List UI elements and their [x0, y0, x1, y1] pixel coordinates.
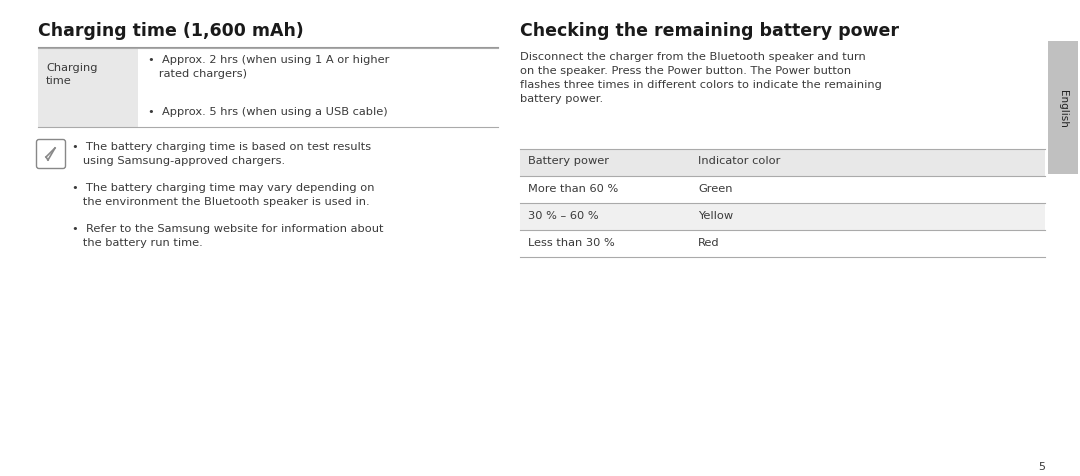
Bar — [519, 204, 1045, 230]
Text: Indicator color: Indicator color — [698, 156, 781, 166]
Text: Green: Green — [698, 184, 732, 194]
Text: More than 60 %: More than 60 % — [528, 184, 618, 194]
Text: 5: 5 — [1038, 461, 1045, 471]
Text: English: English — [1058, 89, 1068, 127]
Bar — [519, 230, 1045, 258]
Text: •  The battery charging time may vary depending on
   the environment the Blueto: • The battery charging time may vary dep… — [72, 183, 375, 206]
Text: •  Approx. 2 hrs (when using 1 A or higher
   rated chargers): • Approx. 2 hrs (when using 1 A or highe… — [148, 55, 390, 79]
Text: Checking the remaining battery power: Checking the remaining battery power — [519, 22, 899, 40]
FancyBboxPatch shape — [37, 140, 66, 169]
Text: Battery power: Battery power — [528, 156, 609, 166]
Text: •  Refer to the Samsung website for information about
   the battery run time.: • Refer to the Samsung website for infor… — [72, 224, 383, 247]
Bar — [519, 177, 1045, 204]
Bar — [519, 149, 1045, 177]
Text: Charging
time: Charging time — [46, 63, 97, 86]
Text: 30 % – 60 %: 30 % – 60 % — [528, 210, 598, 220]
Text: Yellow: Yellow — [698, 210, 733, 220]
Text: •  The battery charging time is based on test results
   using Samsung-approved : • The battery charging time is based on … — [72, 142, 372, 165]
Bar — [1048, 42, 1078, 175]
Text: Less than 30 %: Less than 30 % — [528, 238, 615, 248]
Bar — [38, 49, 138, 128]
Text: Disconnect the charger from the Bluetooth speaker and turn
on the speaker. Press: Disconnect the charger from the Bluetoot… — [519, 52, 882, 104]
Text: Charging time (1,600 mAh): Charging time (1,600 mAh) — [38, 22, 303, 40]
Text: Red: Red — [698, 238, 719, 248]
Text: •  Approx. 5 hrs (when using a USB cable): • Approx. 5 hrs (when using a USB cable) — [148, 107, 388, 117]
